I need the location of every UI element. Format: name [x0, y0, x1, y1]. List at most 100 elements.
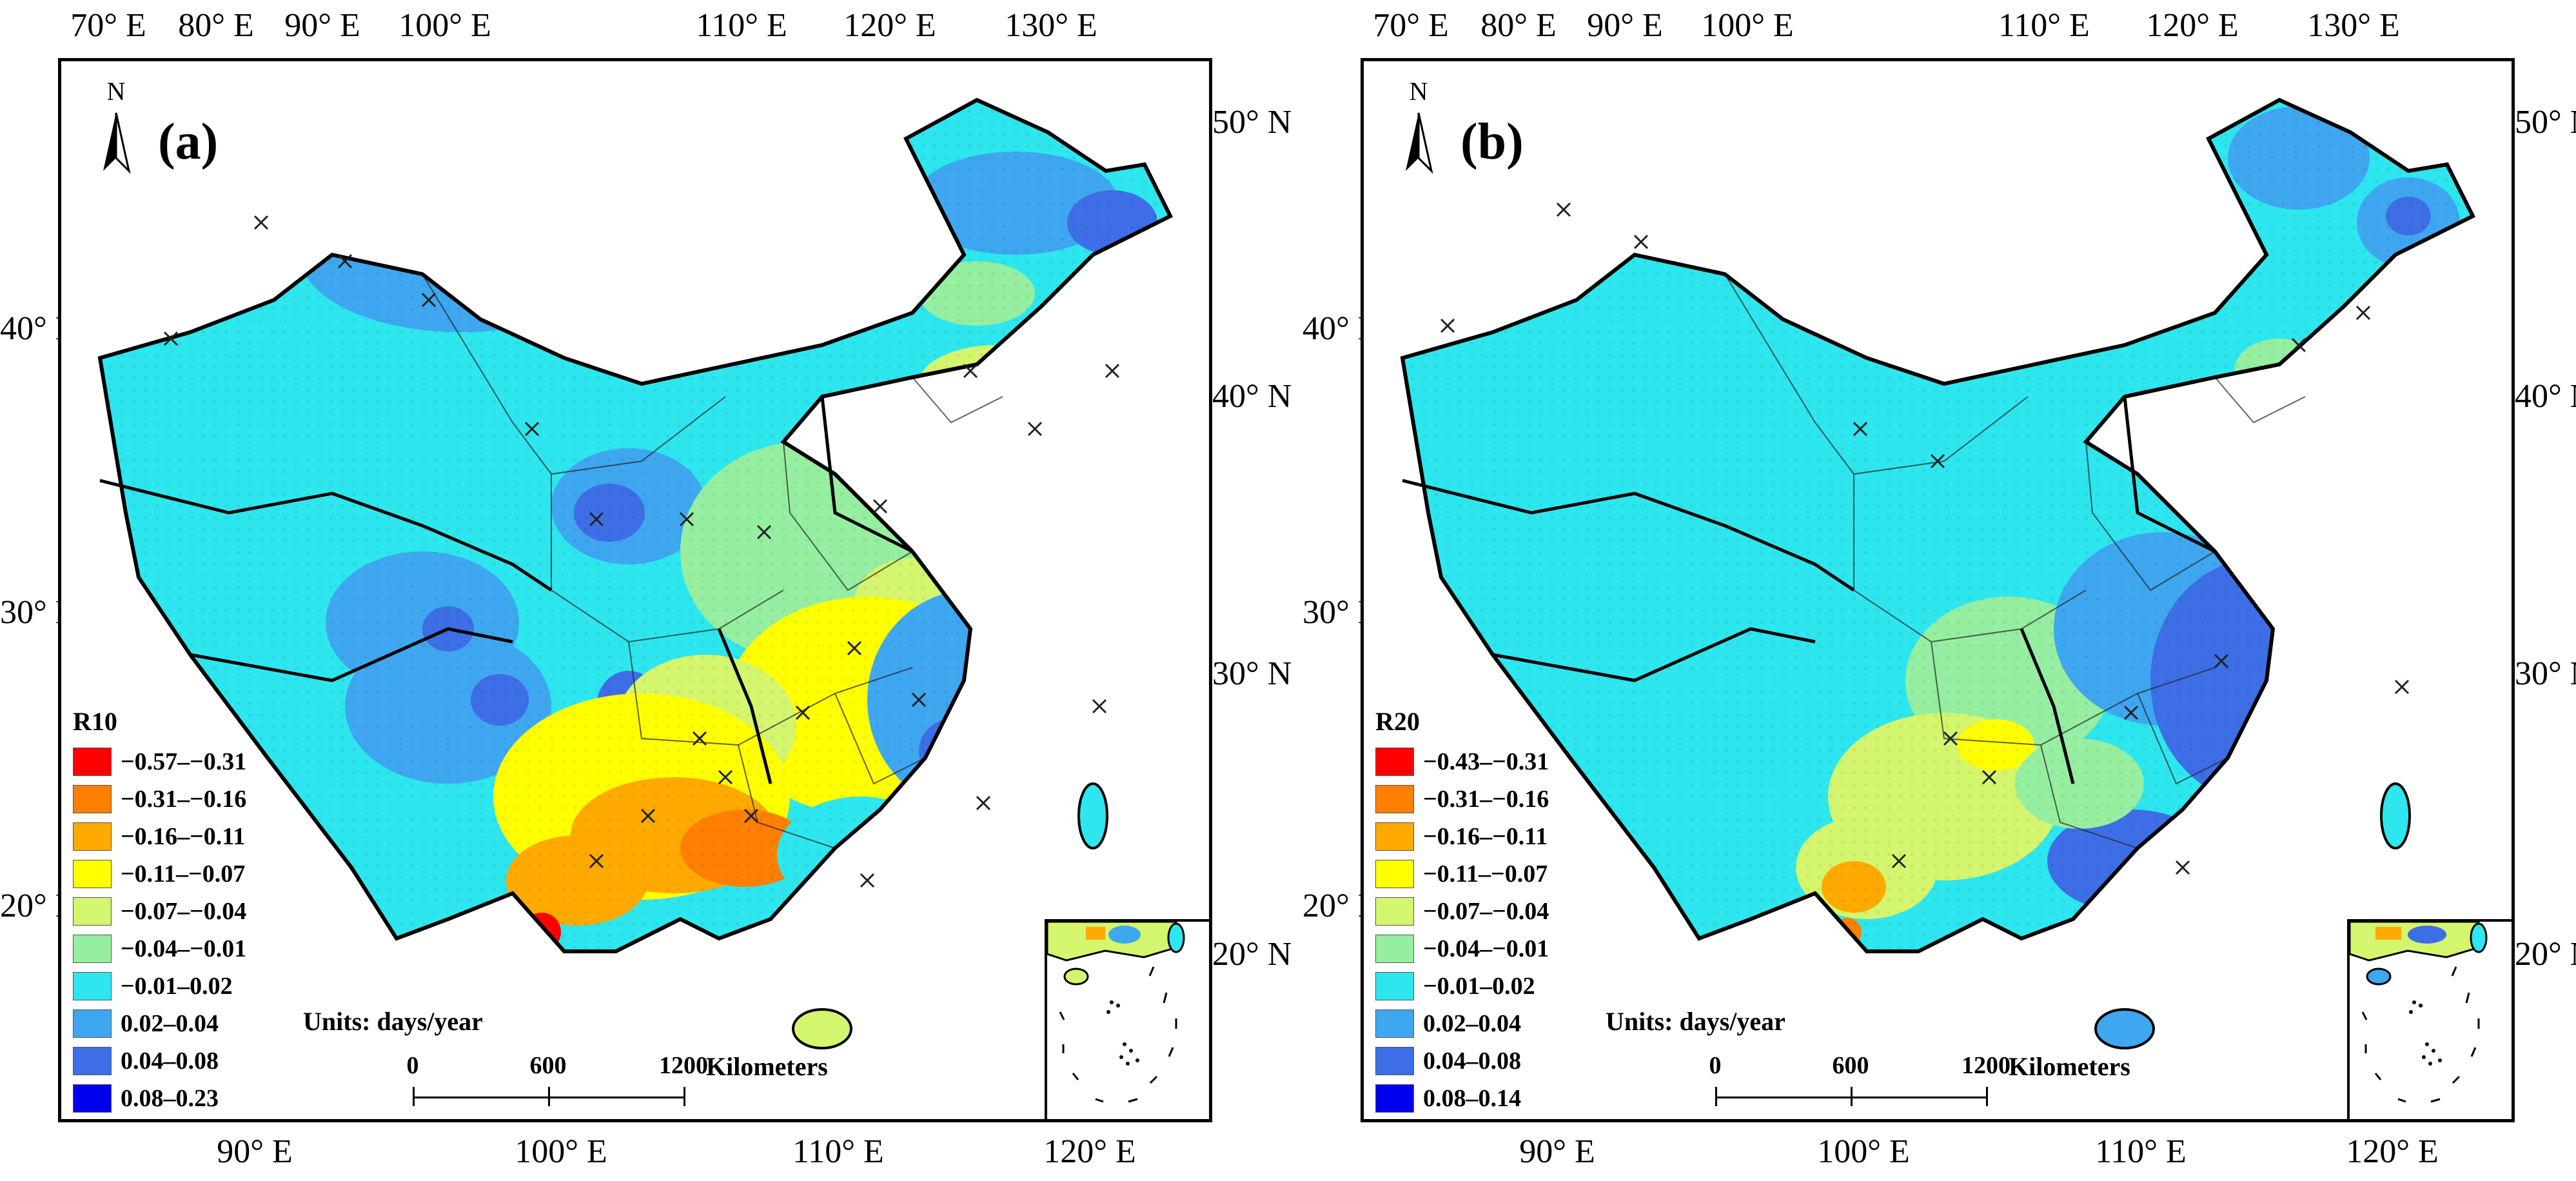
bottom-tick: 120° E	[2346, 1133, 2439, 1170]
legend-item: −0.01–0.02	[1375, 968, 1549, 1005]
top-tick: 110° E	[696, 7, 787, 44]
map-panel-a: 70° E 80° E 90° E 100° E 110° E 120° E 1…	[0, 0, 1292, 1181]
right-tick: 50° N	[2515, 104, 2576, 141]
legend-swatch	[73, 897, 112, 926]
south-china-sea-inset	[1045, 919, 1209, 1119]
bottom-tick: 110° E	[2095, 1133, 2187, 1170]
legend-item: −0.07–−0.04	[1375, 893, 1549, 930]
scale-unit: Kilometers	[706, 1052, 828, 1081]
map-frame: N (b) R20 −0.43–−0.31 −0.31–−0.16 −0.16–…	[1361, 58, 2515, 1122]
legend-swatch	[1375, 897, 1414, 926]
scale-tick	[1851, 1087, 1853, 1106]
legend-item: 0.02–0.04	[1375, 1005, 1549, 1042]
legend-swatch	[73, 1009, 112, 1038]
legend-label: −0.04–−0.01	[1423, 935, 1549, 962]
panel-label: (b)	[1460, 114, 1524, 170]
legend-label: −0.57–−0.31	[121, 748, 247, 775]
inset-map	[1046, 920, 1185, 1103]
scale-tick	[1715, 1087, 1717, 1106]
legend-label: 0.08–0.14	[1423, 1085, 1521, 1112]
top-tick: 130° E	[1005, 7, 1097, 44]
legend-label: 0.04–0.08	[1423, 1047, 1521, 1075]
legend-swatch	[73, 860, 112, 888]
bottom-tick: 100° E	[515, 1133, 607, 1170]
legend-label: −0.01–0.02	[121, 973, 233, 1000]
legend-item: −0.07–−0.04	[73, 893, 246, 930]
legend-item: 0.08–0.14	[1375, 1080, 1549, 1117]
scale-bar: 0 600 1200 Kilometers	[407, 1051, 828, 1119]
legend-title: R20	[1375, 707, 1420, 736]
top-tick: 110° E	[1998, 7, 2090, 44]
legend-item: −0.31–−0.16	[1375, 780, 1549, 818]
scale-label: 600	[529, 1052, 567, 1079]
legend-swatch	[1375, 935, 1414, 963]
top-tick: 70° E	[1373, 7, 1449, 44]
legend-label: −0.01–0.02	[1423, 973, 1535, 1000]
scale-label: 600	[1832, 1052, 1869, 1079]
north-arrow-icon: N	[1406, 77, 1433, 174]
top-tick: 120° E	[2146, 7, 2239, 44]
right-tick: 50° N	[1212, 104, 1292, 141]
legend-label: −0.31–−0.16	[121, 786, 247, 813]
legend-item: −0.04–−0.01	[73, 930, 246, 968]
top-tick: 100° E	[398, 7, 491, 44]
units-label: Units: days/year	[1606, 1007, 1785, 1036]
legend-swatch	[1375, 785, 1414, 813]
north-arrow-icon: N	[103, 77, 131, 174]
legend-label: −0.11–−0.07	[1423, 860, 1548, 888]
legend-item: −0.43–−0.31	[1375, 743, 1549, 780]
top-tick: 80° E	[178, 7, 254, 44]
bottom-tick: 90° E	[1519, 1133, 1595, 1170]
legend-label: −0.07–−0.04	[1423, 898, 1549, 925]
top-tick: 80° E	[1480, 7, 1557, 44]
scale-label: 1200	[659, 1052, 708, 1079]
legend-item: −0.16–−0.11	[73, 818, 246, 855]
scale-tick	[1986, 1087, 1988, 1106]
scale-label: 1200	[1961, 1052, 2011, 1079]
legend-item: 0.04–0.08	[1375, 1042, 1549, 1080]
legend-swatch	[73, 935, 112, 963]
legend-label: −0.43–−0.31	[1423, 748, 1549, 775]
scale-label: 0	[1709, 1052, 1722, 1079]
legend-swatch	[73, 822, 112, 851]
china-map-b	[1364, 61, 2515, 1049]
legend-label: 0.02–0.04	[1423, 1010, 1521, 1037]
legend-swatch	[1375, 1084, 1414, 1113]
legend: R10 −0.57–−0.31 −0.31–−0.16 −0.16–−0.11 …	[73, 706, 246, 1117]
scale-tick	[413, 1087, 415, 1106]
legend-label: −0.31–−0.16	[1423, 786, 1549, 813]
legend-item: −0.16–−0.11	[1375, 818, 1549, 855]
bottom-tick: 120° E	[1043, 1133, 1136, 1170]
legend-item: −0.01–0.02	[73, 968, 246, 1005]
legend-swatch	[73, 748, 112, 776]
legend-label: −0.07–−0.04	[121, 898, 247, 925]
legend-swatch	[73, 1047, 112, 1075]
bottom-tick: 90° E	[217, 1133, 293, 1170]
legend-item: 0.08–0.23	[73, 1080, 246, 1117]
top-tick: 130° E	[2307, 7, 2400, 44]
right-tick: 40° N	[2515, 378, 2576, 415]
legend-item: −0.11–−0.07	[73, 855, 246, 893]
legend-swatch	[1375, 1047, 1414, 1075]
legend-swatch	[1375, 748, 1414, 776]
legend-item: −0.11–−0.07	[1375, 855, 1549, 893]
top-tick: 90° E	[284, 7, 360, 44]
top-tick: 90° E	[1587, 7, 1663, 44]
scale-bar: 0 600 1200 Kilometers	[1709, 1051, 2130, 1119]
south-china-sea-inset	[2347, 919, 2512, 1119]
north-label: N	[107, 77, 126, 106]
legend-swatch	[1375, 1009, 1414, 1038]
legend: R20 −0.43–−0.31 −0.31–−0.16 −0.16–−0.11 …	[1375, 706, 1549, 1117]
legend-swatch	[73, 1084, 112, 1113]
scale-tick	[683, 1087, 685, 1106]
legend-item: −0.31–−0.16	[73, 780, 246, 818]
top-tick: 120° E	[843, 7, 936, 44]
map-panel-b: 70° E 80° E 90° E 100° E 110° E 120° E 1…	[1303, 0, 2576, 1181]
scale-tick	[548, 1087, 550, 1106]
legend-swatch	[73, 785, 112, 813]
legend-item: 0.02–0.04	[73, 1005, 246, 1042]
legend-swatch	[73, 972, 112, 1000]
right-tick: 40° N	[1212, 378, 1292, 415]
legend-item: 0.04–0.08	[73, 1042, 246, 1080]
legend-label: 0.04–0.08	[121, 1047, 219, 1075]
